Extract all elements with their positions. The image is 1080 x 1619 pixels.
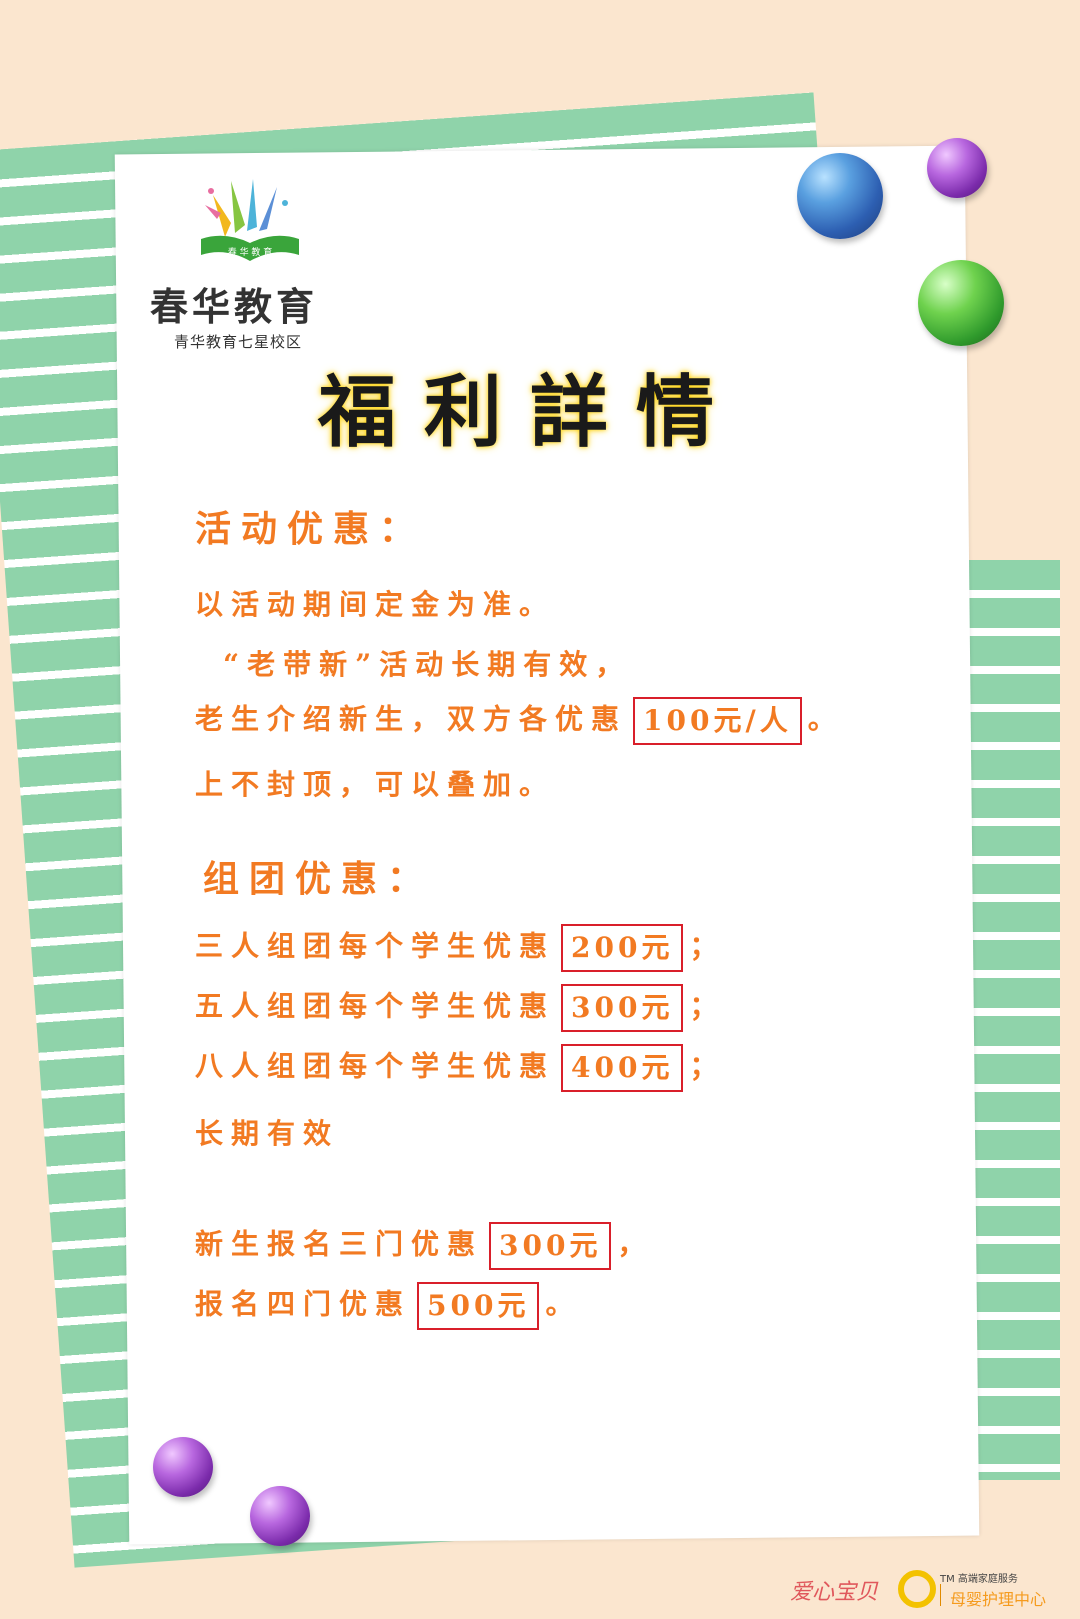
divider bbox=[940, 1584, 941, 1606]
punctuation: 。 bbox=[807, 702, 844, 736]
new-student-row: 新生报名三门优惠 300元， bbox=[195, 1222, 653, 1270]
section-heading-activity: 活动优惠： bbox=[195, 508, 426, 550]
discount-box: 300元 bbox=[561, 984, 684, 1032]
discount-box: 300元 bbox=[489, 1222, 612, 1270]
discount-box: 200元 bbox=[561, 924, 684, 972]
discount-box: 500元 bbox=[417, 1282, 540, 1330]
group-row: 五人组团每个学生优惠 300元； bbox=[195, 984, 725, 1032]
purple-ball-decoration bbox=[153, 1437, 213, 1497]
purple-ball-decoration bbox=[250, 1486, 310, 1546]
watermark: 爱心宝贝 TM 高端家庭服务 母婴护理中心 bbox=[790, 1570, 1080, 1610]
group-note: 长期有效 bbox=[195, 1117, 340, 1150]
activity-line-3: 老生介绍新生，双方各优惠 100元/人。 bbox=[195, 697, 844, 745]
group-row-text: 五人组团每个学生优惠 bbox=[195, 989, 556, 1023]
watermark-brand: 爱心宝贝 bbox=[790, 1580, 879, 1605]
group-row-text: 八人组团每个学生优惠 bbox=[195, 1049, 556, 1083]
activity-line-1: 以活动期间定金为准。 bbox=[195, 588, 556, 621]
new-student-text: 新生报名三门优惠 bbox=[195, 1227, 484, 1261]
new-student-text: 报名四门优惠 bbox=[195, 1287, 412, 1321]
group-row: 三人组团每个学生优惠 200元； bbox=[195, 924, 725, 972]
new-student-row: 报名四门优惠 500元。 bbox=[195, 1282, 581, 1330]
blue-ball-decoration bbox=[797, 153, 883, 239]
punctuation: ， bbox=[617, 1227, 654, 1261]
activity-line-3-text: 老生介绍新生，双方各优惠 bbox=[195, 702, 628, 736]
punctuation: ； bbox=[689, 1049, 726, 1083]
page-title: 福利詳情 bbox=[317, 367, 742, 458]
brand-name: 春华教育 bbox=[150, 284, 319, 329]
book-text: 春 华 教 育 bbox=[228, 246, 273, 258]
group-row-text: 三人组团每个学生优惠 bbox=[195, 929, 556, 963]
purple-ball-decoration bbox=[927, 138, 987, 198]
watermark-sub: 母婴护理中心 bbox=[950, 1590, 1047, 1609]
ring-logo-icon bbox=[898, 1570, 936, 1608]
punctuation: 。 bbox=[545, 1287, 582, 1321]
activity-line-2: “老带新”活动长期有效， bbox=[223, 648, 632, 681]
watermark-tm: TM 高端家庭服务 bbox=[940, 1574, 1018, 1585]
brand-subtitle: 青华教育七星校区 bbox=[174, 333, 303, 351]
discount-box: 400元 bbox=[561, 1044, 684, 1092]
activity-line-4: 上不封顶，可以叠加。 bbox=[195, 768, 556, 801]
group-row: 八人组团每个学生优惠 400元； bbox=[195, 1044, 725, 1092]
punctuation: ； bbox=[689, 929, 726, 963]
discount-box: 100元/人 bbox=[633, 697, 802, 745]
punctuation: ； bbox=[689, 989, 726, 1023]
section-heading-group: 组团优惠： bbox=[203, 858, 434, 900]
logo: 春 华 教 育 春华教育 青华教育七星校区 bbox=[150, 175, 360, 352]
book-rays-icon: 春 华 教 育 bbox=[201, 179, 299, 261]
green-ball-decoration bbox=[918, 260, 1004, 346]
